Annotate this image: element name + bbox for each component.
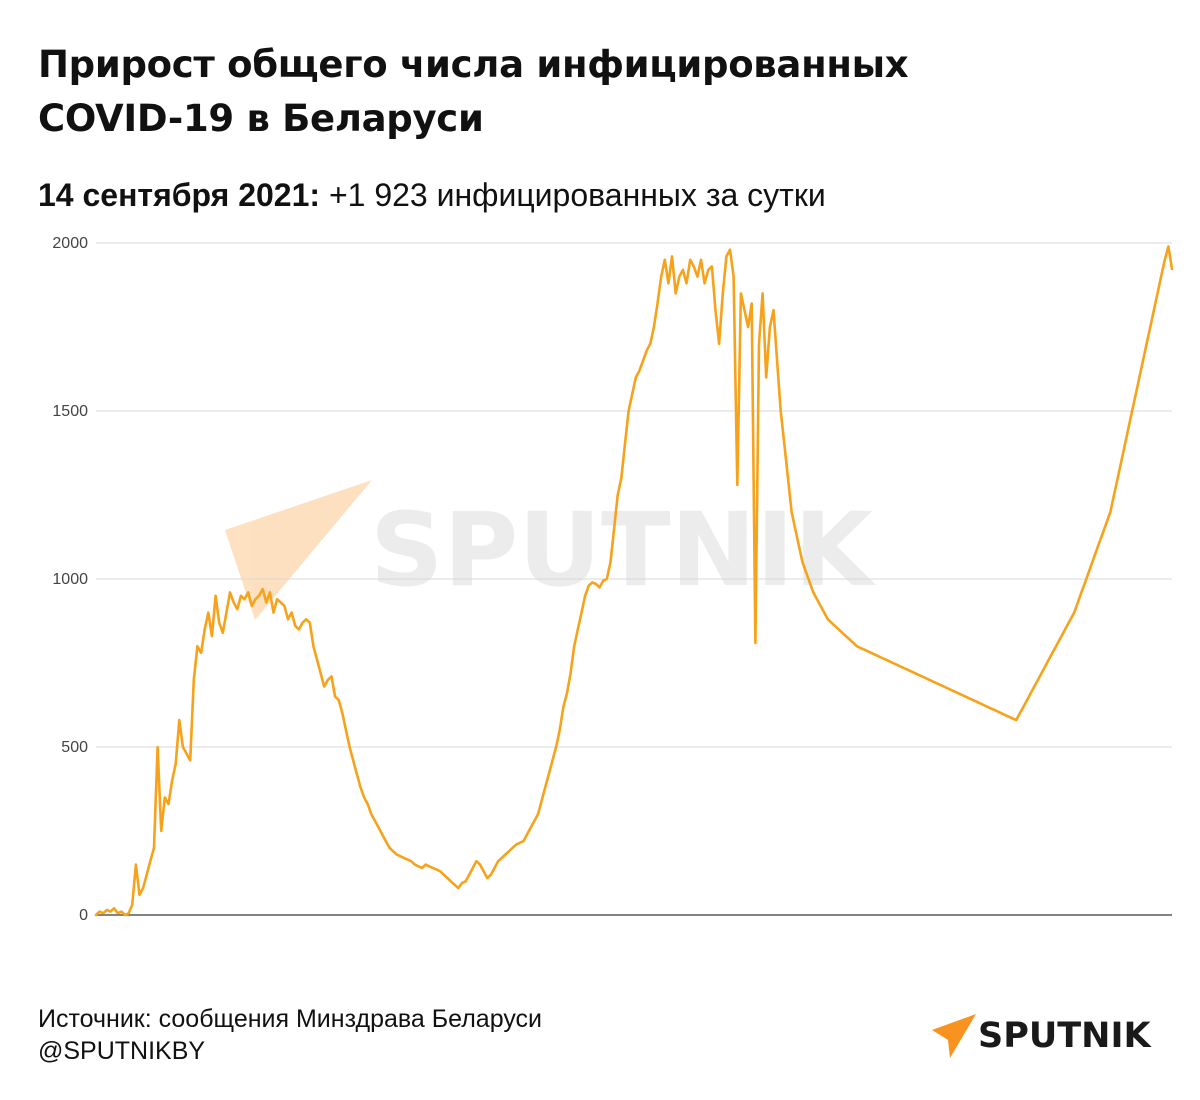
footer: Источник: сообщения Минздрава Беларуси @… xyxy=(38,1003,542,1067)
chart-area: SPUTNIK 0 500 1000 1500 2000 xyxy=(0,225,1200,945)
chart-gridlines xyxy=(96,242,1172,916)
title-line-2: COVID-19 в Беларуси xyxy=(38,97,484,140)
sputnik-watermark: SPUTNIK xyxy=(225,480,877,620)
source-text: Источник: сообщения Минздрава Беларуси xyxy=(38,1005,543,1033)
subtitle: 14 сентября 2021: +1 923 инфицированных … xyxy=(38,175,826,215)
chart-series xyxy=(94,245,1174,917)
y-axis-ticks: 0 500 1000 1500 2000 xyxy=(52,235,88,924)
line-chart: SPUTNIK 0 500 1000 1500 2000 xyxy=(52,235,1174,924)
y-tick-label-2000: 2000 xyxy=(52,235,88,252)
title-line-1: Прирост общего числа инфицированных xyxy=(38,43,909,86)
y-tick-label-500: 500 xyxy=(61,739,88,756)
y-tick-label-0: 0 xyxy=(79,907,88,924)
subtitle-text: +1 923 инфицированных за сутки xyxy=(320,177,826,213)
logo-text: SPUTNIK xyxy=(978,1016,1151,1056)
sputnik-logo: SPUTNIK xyxy=(928,1010,1168,1062)
watermark-triangle-icon xyxy=(225,480,372,620)
sputnik-logo-icon xyxy=(932,1014,976,1058)
twitter-handle: @SPUTNIKBY xyxy=(38,1037,206,1065)
subtitle-date: 14 сентября 2021: xyxy=(38,177,321,213)
page-title: Прирост общего числа инфицированных COVI… xyxy=(38,38,1038,146)
y-tick-label-1500: 1500 xyxy=(52,403,88,420)
series-line-0 xyxy=(94,245,1174,917)
y-tick-label-1000: 1000 xyxy=(52,571,88,588)
